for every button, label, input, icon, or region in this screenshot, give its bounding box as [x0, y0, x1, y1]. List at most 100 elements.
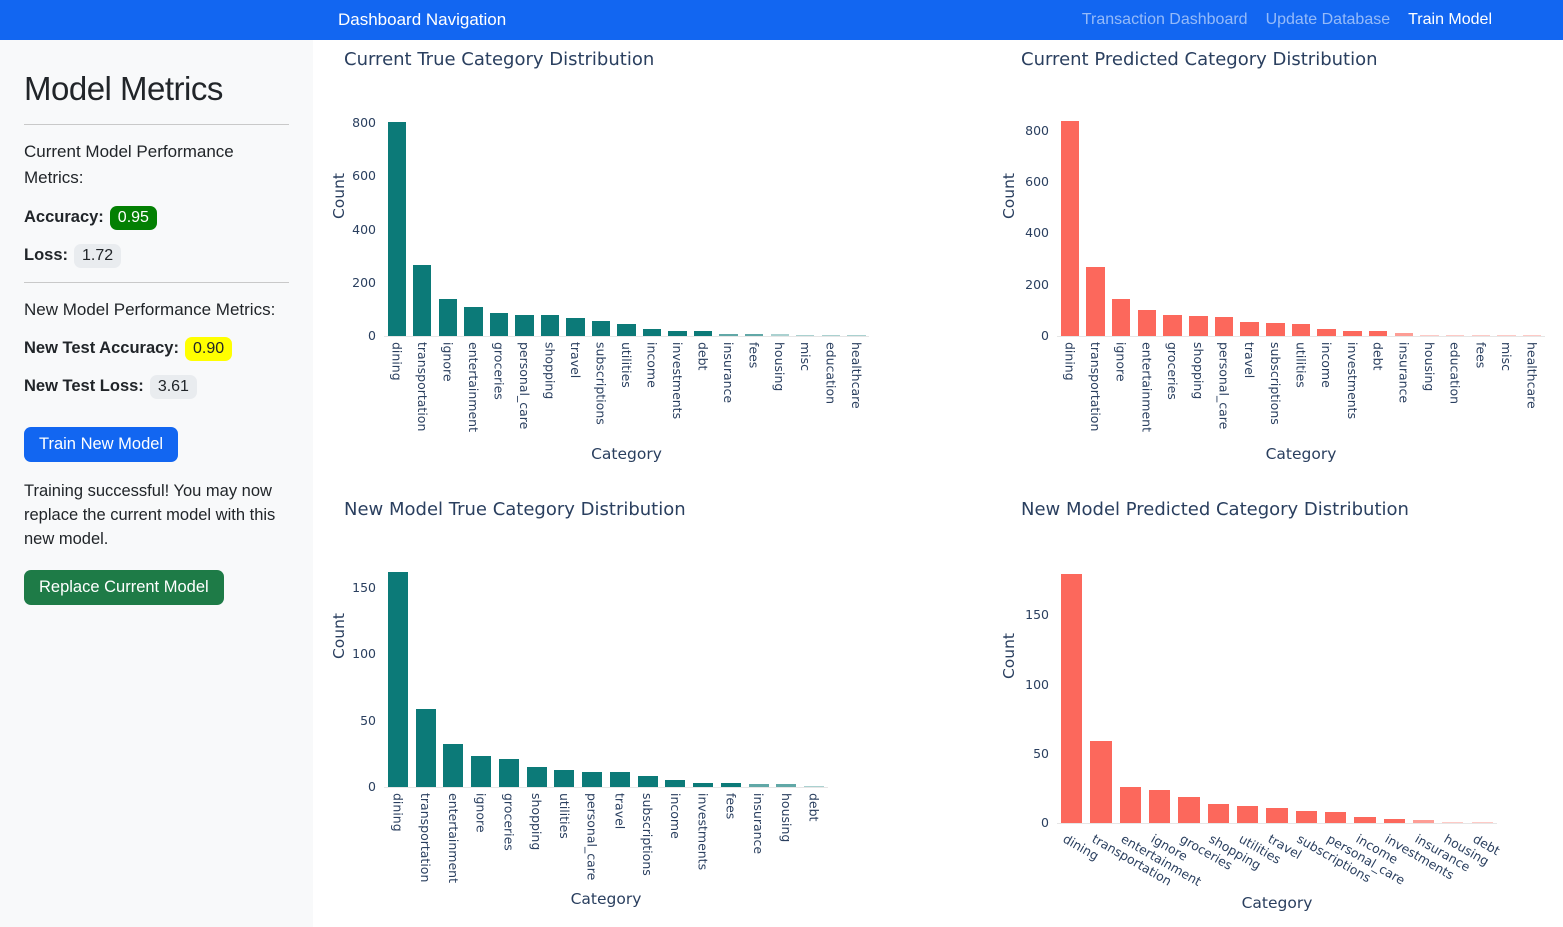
bar-income[interactable]: [1317, 329, 1336, 336]
train-new-model-button[interactable]: Train New Model: [24, 427, 179, 463]
bar-entertainment[interactable]: [1119, 787, 1141, 823]
bar-slot: income: [639, 115, 665, 388]
bar-shopping[interactable]: [1207, 803, 1229, 823]
bar-slot: groceries: [495, 545, 523, 851]
bar-investments[interactable]: [1383, 818, 1405, 823]
bar-insurance[interactable]: [748, 784, 769, 787]
bar-travel[interactable]: [566, 318, 585, 336]
bar-housing[interactable]: [776, 784, 797, 787]
bar-shopping[interactable]: [540, 315, 560, 336]
bar-entertainment[interactable]: [443, 744, 464, 787]
bar-insurance[interactable]: [1394, 333, 1414, 336]
bar-transportation[interactable]: [1090, 741, 1112, 823]
bar-fees[interactable]: [1471, 335, 1491, 336]
bar-income[interactable]: [642, 329, 662, 336]
y-axis-label: Count: [1000, 633, 1018, 680]
plot-area[interactable]: 0 200 400 600 800 dining transportation ignore e…: [352, 115, 869, 432]
bar-insurance[interactable]: [1413, 820, 1435, 823]
x-tick-label: subscriptions: [593, 342, 609, 425]
current-metrics-heading: Current Model Performance Metrics:: [24, 142, 234, 188]
bar-investments[interactable]: [1343, 330, 1362, 336]
bar-utilities[interactable]: [1237, 806, 1259, 823]
replace-current-model-button[interactable]: Replace Current Model: [24, 569, 224, 605]
x-axis-label: Category: [591, 445, 662, 463]
bar-utilities[interactable]: [617, 324, 636, 336]
bar-subscriptions[interactable]: [637, 776, 658, 787]
bar-dining[interactable]: [387, 121, 406, 336]
bar-housing[interactable]: [1442, 821, 1464, 823]
bar-debt[interactable]: [1368, 331, 1388, 336]
x-tick-label: debt: [806, 793, 822, 822]
bar-subscriptions[interactable]: [591, 321, 611, 336]
bar-slot: personal_care: [1321, 549, 1407, 888]
plot-area[interactable]: 0 50 100 150 dining transportation entertainme…: [1025, 549, 1503, 889]
bar-slot: investments: [689, 545, 717, 870]
bar-entertainment[interactable]: [1137, 309, 1157, 336]
bar-slot: utilities: [1233, 549, 1283, 867]
bar-misc[interactable]: [796, 335, 815, 336]
bar-investments[interactable]: [668, 330, 687, 336]
bar-insurance[interactable]: [719, 333, 738, 336]
bar-groceries[interactable]: [1178, 796, 1200, 823]
plot-area[interactable]: 0 50 100 150 dining transportation entertainme…: [352, 545, 828, 883]
bar-ignore[interactable]: [1111, 299, 1131, 336]
bar-transportation[interactable]: [415, 708, 436, 787]
bar-slot: shopping: [1204, 549, 1264, 873]
new-loss-value-badge: 3.61: [149, 375, 197, 400]
bar-subscriptions[interactable]: [1295, 810, 1317, 823]
bar-groceries[interactable]: [489, 312, 509, 336]
bar-ignore[interactable]: [1149, 789, 1171, 823]
bar-utilities[interactable]: [1291, 323, 1311, 336]
navbar-links: Transaction Dashboard Update Database Tr…: [1082, 0, 1492, 40]
bar-travel[interactable]: [1240, 322, 1259, 336]
bar-slot: ignore: [467, 545, 495, 833]
bar-income[interactable]: [1354, 817, 1376, 823]
bar-personal_care[interactable]: [1325, 811, 1347, 823]
x-tick-label: fees: [1473, 342, 1489, 369]
bar-investments[interactable]: [693, 783, 714, 787]
bar-dining[interactable]: [387, 571, 408, 787]
bar-groceries[interactable]: [498, 759, 519, 787]
bar-travel[interactable]: [1266, 807, 1288, 823]
bar-debt[interactable]: [693, 331, 713, 336]
bar-debt[interactable]: [804, 785, 825, 787]
bar-fees[interactable]: [745, 334, 764, 336]
bar-travel[interactable]: [609, 772, 630, 787]
bar-dining[interactable]: [1060, 121, 1080, 336]
bar-shopping[interactable]: [526, 767, 547, 787]
bar-utilities[interactable]: [554, 769, 575, 787]
x-tick-label: utilities: [1293, 342, 1309, 388]
bar-income[interactable]: [665, 780, 686, 787]
bar-subscriptions[interactable]: [1266, 322, 1285, 336]
bar-healthcare[interactable]: [1522, 335, 1542, 336]
bar-transportation[interactable]: [1086, 266, 1105, 336]
bar-fees[interactable]: [720, 783, 741, 787]
nav-link-update-database[interactable]: Update Database: [1265, 11, 1391, 28]
bar-transportation[interactable]: [413, 264, 432, 336]
nav-link-transaction-dashboard[interactable]: Transaction Dashboard: [1081, 11, 1248, 28]
bar-housing[interactable]: [1420, 334, 1439, 336]
bar-misc[interactable]: [1497, 335, 1516, 336]
bar-groceries[interactable]: [1163, 314, 1182, 336]
bar-slot: entertainment: [1134, 115, 1160, 432]
bar-ignore[interactable]: [471, 756, 492, 787]
bar-education[interactable]: [1445, 334, 1465, 336]
bar-slot: subscriptions: [1263, 115, 1289, 425]
bar-entertainment[interactable]: [464, 306, 483, 336]
bar-dining[interactable]: [1061, 573, 1083, 823]
bar-slot: fees: [741, 115, 767, 368]
x-axis-label: Category: [1241, 894, 1313, 912]
x-tick-label: income: [1319, 342, 1335, 388]
bar-personal_care[interactable]: [1214, 316, 1234, 336]
bar-shopping[interactable]: [1189, 315, 1208, 336]
bar-healthcare[interactable]: [847, 335, 866, 336]
bar-personal_care[interactable]: [515, 314, 534, 336]
bar-ignore[interactable]: [438, 298, 458, 336]
nav-link-train-model[interactable]: Train Model: [1408, 11, 1492, 28]
x-tick-label: healthcare: [848, 342, 864, 409]
bar-education[interactable]: [821, 335, 840, 336]
bar-debt[interactable]: [1471, 821, 1493, 823]
plot-area[interactable]: 0 200 400 600 800 dining transportation ignore e…: [1025, 115, 1545, 432]
bar-housing[interactable]: [770, 334, 789, 336]
bar-personal_care[interactable]: [582, 772, 603, 787]
